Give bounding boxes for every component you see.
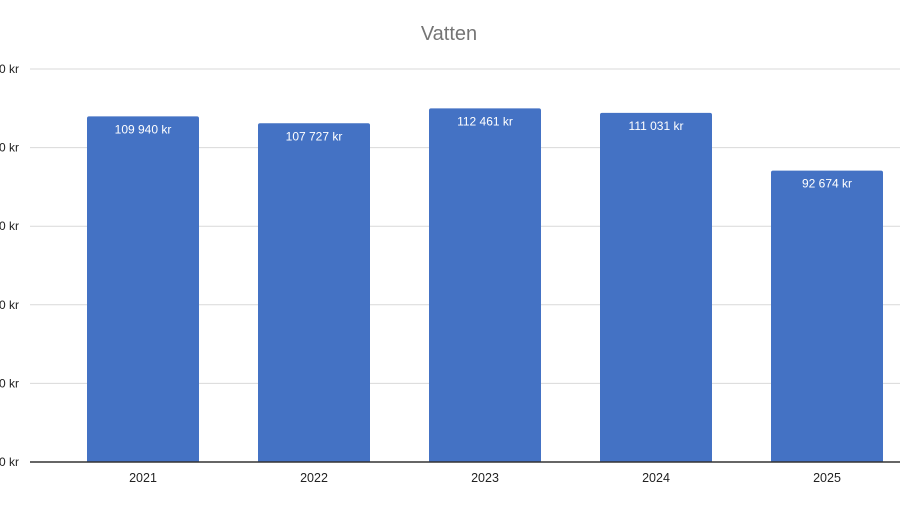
bar-2021 — [87, 116, 199, 463]
y-tick-label: 0 kr — [0, 455, 19, 469]
data-label: 112 461 kr — [457, 114, 513, 128]
y-tick-label: 0 kr — [0, 219, 19, 233]
x-tick-label: 2025 — [813, 471, 841, 485]
data-labels: 109 940 kr 107 727 kr 112 461 kr 111 031 kr… — [115, 114, 852, 190]
bar-2025 — [771, 170, 883, 463]
x-tick-label: 2023 — [471, 471, 499, 485]
chart-title: Vatten — [421, 23, 477, 45]
data-label: 111 031 kr — [629, 119, 684, 133]
y-axis-ticks: 0 kr 0 kr 0 kr 0 kr 0 kr 0 kr — [0, 62, 19, 469]
y-tick-label: 0 kr — [0, 376, 19, 390]
bars — [87, 108, 883, 463]
data-label: 109 940 kr — [115, 122, 172, 136]
x-tick-label: 2022 — [300, 471, 328, 485]
x-tick-label: 2024 — [642, 471, 670, 485]
y-tick-label: 0 kr — [0, 298, 19, 312]
bar-2023 — [429, 108, 541, 463]
data-label: 107 727 kr — [286, 129, 343, 143]
y-tick-label: 0 kr — [0, 141, 19, 155]
y-tick-label: 0 kr — [0, 62, 19, 76]
bar-2024 — [600, 112, 712, 463]
bar-2022 — [258, 123, 370, 463]
data-label: 92 674 kr — [802, 177, 852, 191]
x-tick-label: 2021 — [129, 471, 157, 485]
x-axis-ticks: 2021 2022 2023 2024 2025 — [129, 471, 841, 485]
